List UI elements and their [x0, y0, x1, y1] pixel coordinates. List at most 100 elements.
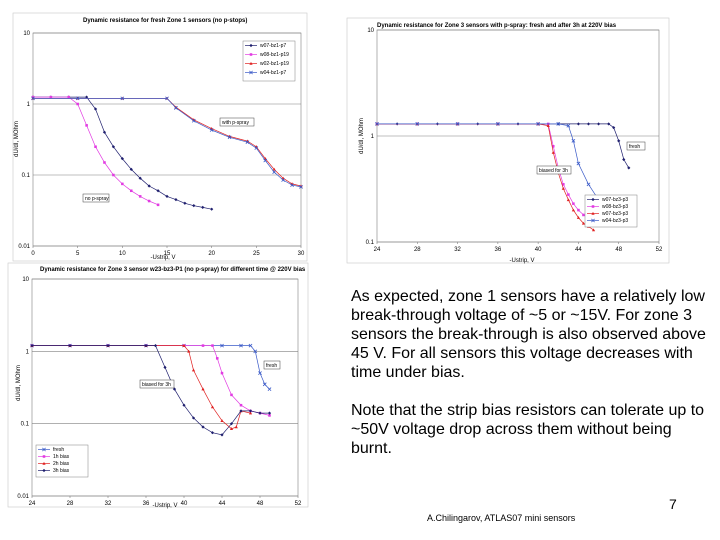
chart3-series-2-point-10	[229, 427, 234, 431]
chart1-series-1-point-3	[76, 102, 79, 106]
chart1-legend-box	[242, 40, 296, 82]
chart1-series-3-point-5	[191, 118, 196, 123]
chart2-legend-label-2: w07-bz3-p3	[602, 211, 628, 217]
chart3-series-1-point-13	[268, 414, 271, 417]
chart2-series-0-point-13	[607, 122, 611, 126]
chart3-series-2-point-7	[201, 387, 205, 391]
chart2-annotation-fresh: fresh	[626, 141, 646, 151]
chart3-series-2-point-8	[210, 405, 215, 409]
chart2-series-1-point-9	[567, 193, 570, 196]
chart2-series-0-point-15	[617, 139, 621, 143]
chart2-series-2-point-14	[591, 228, 596, 232]
chart2-xtick-label-5: 44	[575, 247, 582, 253]
chart1-xtick-label-4: 20	[208, 251, 215, 257]
chart2-series-2-point-10	[571, 208, 575, 212]
chart3-series-3-point-2	[106, 344, 110, 348]
chart1-series-1-point-5	[94, 145, 97, 149]
chart1-series-0-point-10	[147, 184, 151, 188]
chart1-series-w08-bz1-p19-1	[31, 95, 160, 207]
chart1-series-1-point-8	[121, 182, 124, 186]
chart3-ytick-label-0: 0.01	[17, 494, 29, 500]
chart2-legend-marker-3	[591, 218, 595, 223]
chart2-series-3-point-7	[571, 138, 576, 143]
chart3-xtick-label-2: 32	[105, 501, 112, 507]
chart1-series-0-point-17	[210, 207, 214, 211]
chart2-series-2-point-5	[546, 124, 550, 128]
chart2-ytick-label-0: 0.1	[366, 240, 375, 246]
chart2-legend-marker-1	[591, 205, 595, 208]
chart1-series-3-point-6	[209, 128, 214, 132]
chart3-series-0-point-9	[258, 371, 262, 375]
chart1-series-3-point-11	[272, 170, 277, 174]
chart1-legend-marker-3	[249, 70, 253, 75]
chart1-annotation-label-0: with p-spray	[222, 120, 249, 126]
chart2-annotation-label-0: fresh	[629, 144, 640, 150]
chart3-ytick-label-2: 1	[26, 349, 30, 355]
chart1-series-0-point-4	[93, 107, 98, 111]
chart1-legend-label-0: w07-bz1-p7	[260, 43, 286, 49]
chart1-ytick-label-1: 0.1	[22, 173, 31, 179]
chart1-xtick-label-5: 25	[253, 251, 260, 257]
chart3-series-3-point-10	[210, 431, 215, 435]
chart1-xtick-label-2: 10	[119, 251, 126, 257]
chart1-legend-label-3: w04-bz1-p7	[260, 70, 286, 76]
chart2-legend-label-1: w08-bz3-p3	[602, 204, 628, 210]
chart2-series-0-point-17	[627, 166, 631, 170]
chart3-legend-marker-3	[42, 468, 46, 473]
chart3-ytick-label-3: 10	[22, 277, 29, 283]
chart3-annotation-box-1	[139, 379, 175, 389]
chart2-legend-label-3: w04-bz3-p3	[602, 218, 628, 224]
chart1-series-0-point-15	[192, 204, 196, 208]
chart-2: Dynamic resistance for Zone 3 sensors wi…	[346, 17, 670, 264]
chart2-ylabel: dU/dI, MOhm	[359, 118, 365, 154]
chart1-series-1-point-10	[138, 195, 142, 198]
chart1-title: Dynamic resistance for fresh Zone 1 sens…	[83, 18, 247, 24]
page-number: 7	[669, 496, 677, 512]
chart3-series-1-point-8	[220, 371, 224, 375]
chart2-series-2-point-8	[561, 186, 565, 190]
chart2-series-3-point-8	[576, 161, 581, 166]
chart3-series-0-point-11	[267, 387, 272, 392]
chart2-series-3-point-4	[536, 122, 541, 126]
chart1-series-0-point-16	[201, 205, 205, 209]
chart3-title: Dynamic resistance for Zone 3 sensor w23…	[40, 267, 306, 273]
chart1-series-3-point-0	[31, 96, 35, 101]
chart3-series-1-point-5	[201, 344, 205, 347]
chart3-xtick-label-4: 40	[181, 501, 188, 507]
chart2-series-3-point-5	[556, 122, 561, 126]
chart3-annotation-label-0: fresh	[266, 363, 277, 369]
chart1-series-3-point-12	[281, 178, 286, 182]
chart-1-svg: Dynamic resistance for fresh Zone 1 sens…	[12, 12, 308, 262]
chart1-series-3-point-10	[263, 158, 268, 163]
chart3-series-0-point-7	[248, 343, 253, 348]
chart3-series-3-point-1	[68, 344, 72, 348]
chart1-series-3-point-1	[75, 96, 80, 101]
chart1-legend-label-2: w02-bz1-p19	[260, 61, 289, 67]
chart1-series-3-point-7	[227, 135, 232, 140]
chart2-legend-label-0: w07-bz3-p3	[602, 197, 628, 203]
chart3-series-0-point-6	[239, 343, 243, 348]
chart-1: Dynamic resistance for fresh Zone 1 sens…	[12, 12, 308, 262]
chart-3: Dynamic resistance for Zone 3 sensor w23…	[7, 262, 309, 509]
chart3-series-2-point-13	[248, 411, 253, 415]
chart3-series-3-point-15	[258, 411, 262, 415]
chart2-series-2-point-11	[576, 215, 581, 219]
chart2-series-1-point-11	[577, 208, 580, 212]
chart1-legend-marker-1	[249, 53, 253, 56]
chart2-series-3-point-0	[375, 122, 379, 126]
chart1-series-3-point-9	[254, 146, 259, 150]
chart-2-svg: Dynamic resistance for Zone 3 sensors wi…	[346, 17, 670, 264]
chart2-series-2-point-12	[581, 221, 586, 225]
chart2-series-3-point-6	[566, 123, 571, 128]
chart1-series-3-point-8	[245, 140, 250, 145]
chart1-series-0-point-3	[85, 95, 89, 99]
chart3-xlabel: -Ustrip, V	[152, 503, 177, 509]
chart3-xtick-label-1: 28	[67, 501, 74, 507]
chart3-series-2-point-5	[187, 349, 191, 353]
chart1-series-0-point-13	[174, 198, 178, 202]
paragraph-1: As expected, zone 1 sensors have a relat…	[351, 288, 706, 381]
chart3-legend-marker-1	[42, 455, 46, 458]
chart1-series-0-point-8	[129, 167, 133, 171]
chart-3-svg: Dynamic resistance for Zone 3 sensor w23…	[7, 262, 309, 509]
